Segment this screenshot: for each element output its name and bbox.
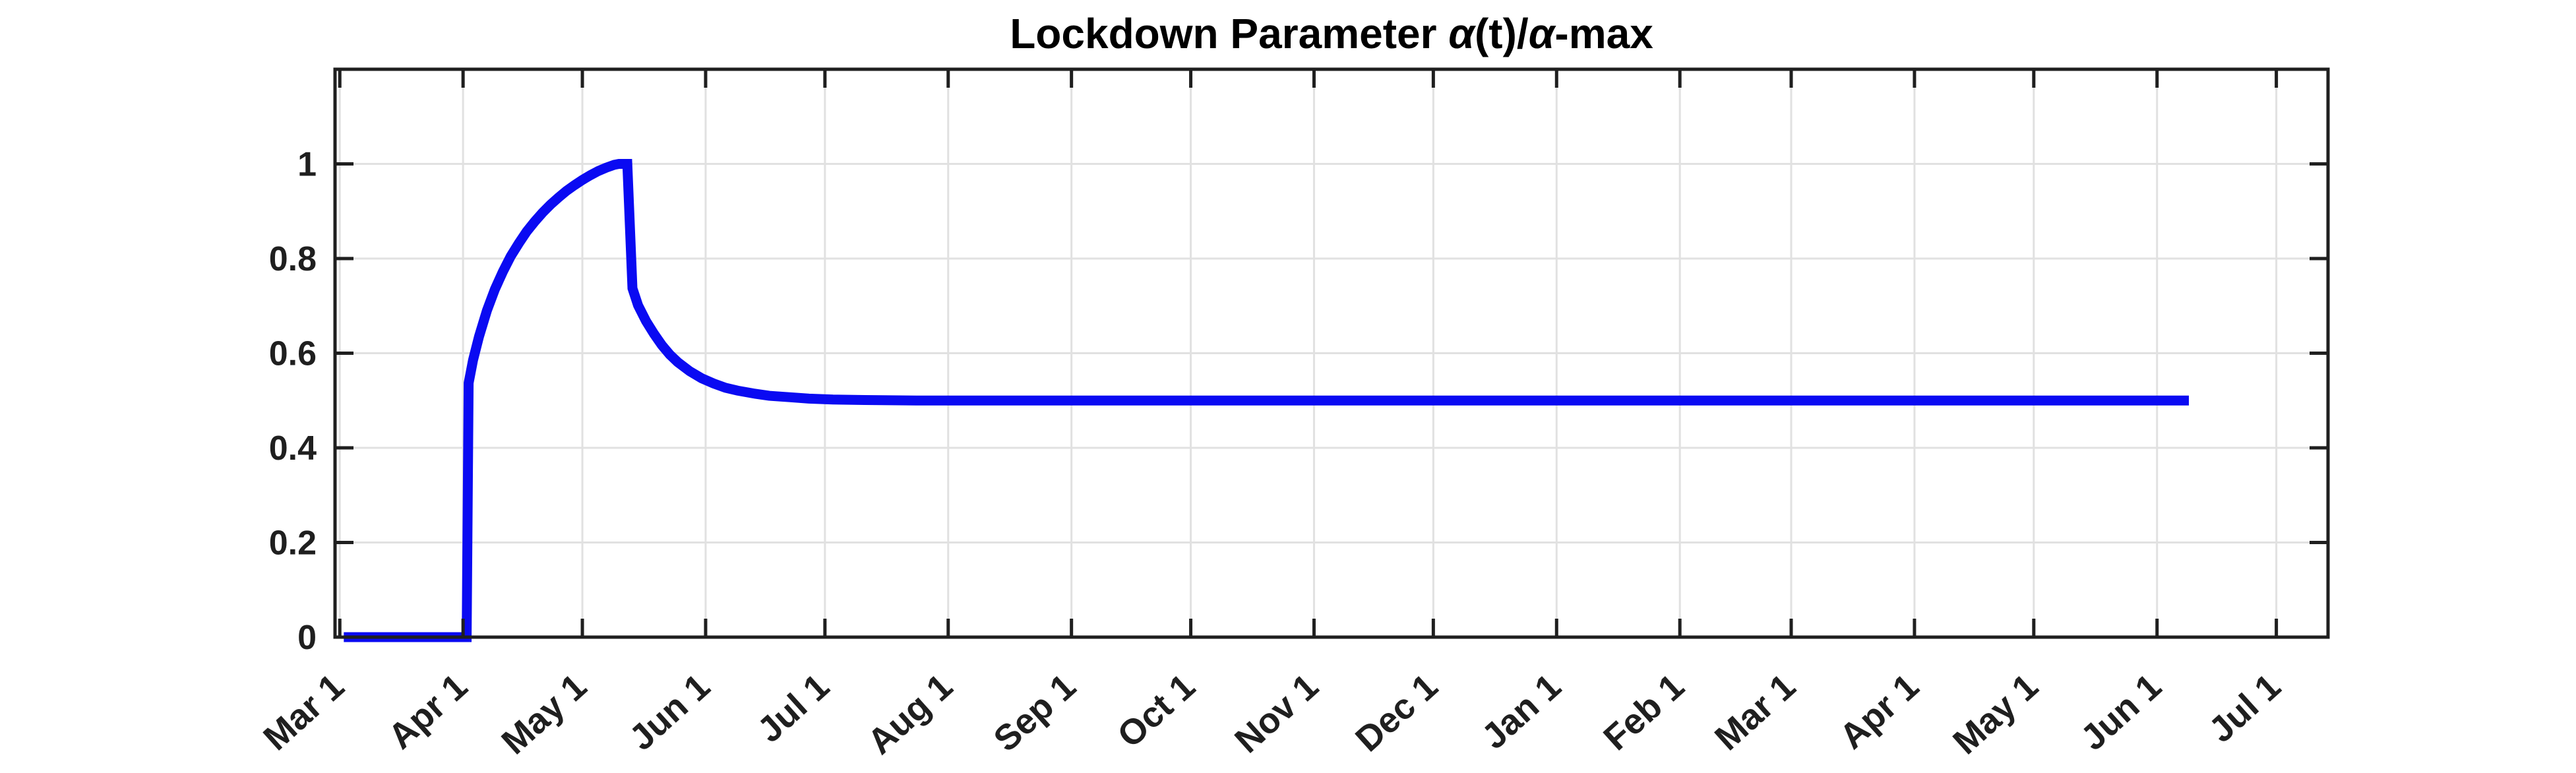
y-tick-label: 1 <box>297 146 317 184</box>
x-tick-label: Mar 1 <box>1707 666 1803 758</box>
series-line-alpha-ratio <box>344 159 2189 642</box>
chart-title: Lockdown Parameter α(t)/α-max <box>335 9 2328 58</box>
gridlines <box>335 69 2328 637</box>
x-tick-label: Feb 1 <box>1596 666 1692 758</box>
title-alpha-symbol-2: α <box>1528 10 1555 57</box>
y-tick-label: 0 <box>297 619 317 657</box>
title-alpha-symbol-1: α <box>1448 10 1475 57</box>
title-text-3: -max <box>1554 10 1653 57</box>
x-tick-label: Jul 1 <box>2201 666 2288 750</box>
y-tick-label: 0.2 <box>269 524 317 563</box>
x-tick-label: Jun 1 <box>2073 666 2169 758</box>
x-tick-label: Aug 1 <box>860 666 960 762</box>
title-text-2: (t)/ <box>1474 10 1529 57</box>
x-tick-label: Jun 1 <box>622 666 718 758</box>
y-tick-label: 0.4 <box>269 429 317 468</box>
x-tick-labels: Mar 1 Apr 1 May 1 Jun 1 Jul 1 Aug 1 Sep 1 Oct 1… <box>256 666 2288 762</box>
x-tick-label: Nov 1 <box>1227 666 1326 760</box>
x-tick-label: Oct 1 <box>1110 666 1203 755</box>
title-text-1: Lockdown Parameter <box>1010 10 1449 57</box>
y-tick-label: 0.6 <box>269 335 317 373</box>
x-tick-label: Jan 1 <box>1475 666 1569 757</box>
x-tick-label: Apr 1 <box>381 666 475 757</box>
x-tick-label: May 1 <box>494 666 594 762</box>
x-tick-label: Mar 1 <box>256 666 352 758</box>
y-tick-label: 0.8 <box>269 240 317 278</box>
x-tick-label: May 1 <box>1946 666 2046 762</box>
x-tick-label: Jul 1 <box>750 666 837 750</box>
tick-marks <box>335 69 2328 639</box>
x-tick-label: Apr 1 <box>1832 666 1926 757</box>
y-tick-labels: 0 0.2 0.4 0.6 0.8 1 <box>269 146 317 658</box>
data-series-layer <box>344 159 2189 642</box>
x-tick-label: Sep 1 <box>987 666 1084 759</box>
x-tick-label: Dec 1 <box>1348 666 1445 759</box>
